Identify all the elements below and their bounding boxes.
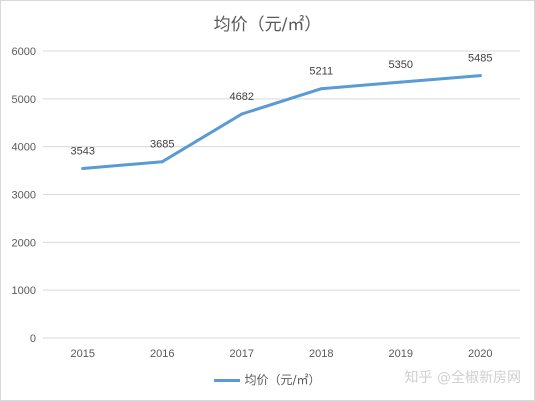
data-label: 4682 [230,91,254,103]
watermark: 知乎 @全椒新房网 [404,370,521,386]
data-point [240,112,244,116]
y-tick-label: 5000 [12,94,36,106]
data-point [319,87,323,91]
y-tick-label: 6000 [12,46,36,58]
legend: 均价（元/㎡） [0,371,535,388]
y-tick-label: 4000 [12,142,36,154]
x-tick-label: 2015 [71,348,95,360]
data-label: 3543 [71,146,95,158]
x-tick-label: 2020 [468,348,492,360]
legend-swatch [214,379,241,382]
data-point [160,160,164,164]
data-point [81,167,85,171]
y-axis-ticks: 0 1000 2000 3000 4000 5000 6000 [12,46,36,345]
series-layer [81,74,482,171]
x-tick-label: 2018 [309,348,333,360]
data-label: 5485 [468,53,492,65]
x-tick-label: 2017 [230,348,254,360]
data-label: 3685 [150,139,174,151]
data-point [478,74,482,78]
legend-label: 均价（元/㎡） [244,373,321,387]
data-label: 5350 [389,59,413,71]
data-labels: 3543 3685 4682 5211 5350 5485 [71,53,493,158]
y-tick-label: 2000 [12,237,36,249]
data-point [399,80,403,84]
x-tick-label: 2019 [389,348,413,360]
x-axis-ticks: 2015 2016 2017 2018 2019 2020 [71,348,493,360]
chart-title: 均价（元/㎡） [213,15,322,35]
gridlines [43,50,520,339]
y-tick-label: 0 [30,333,36,345]
x-tick-label: 2016 [150,348,174,360]
data-label: 5211 [309,66,333,78]
series-line [81,74,482,170]
y-tick-label: 3000 [12,190,36,202]
y-tick-label: 1000 [12,285,36,297]
